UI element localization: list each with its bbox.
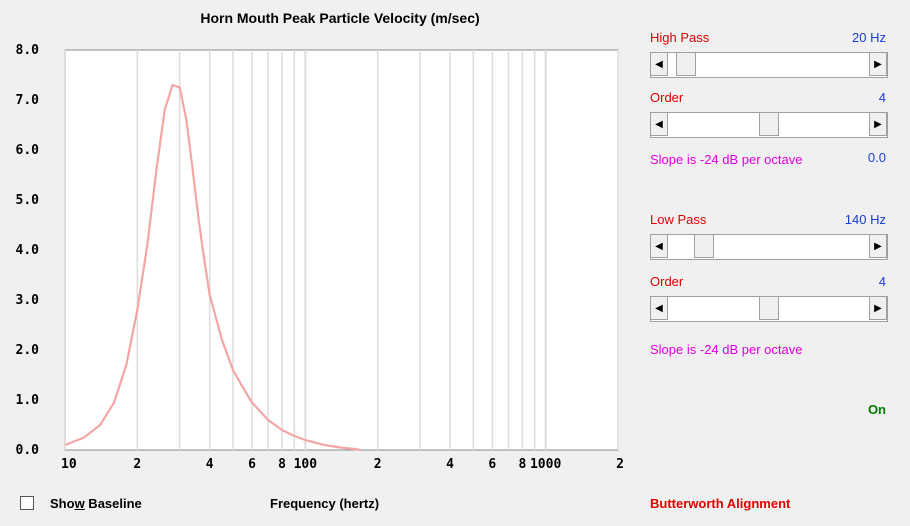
lp-slope-text: Slope is -24 dB per octave [650, 342, 803, 357]
arrow-left-icon[interactable]: ◀ [650, 52, 668, 76]
hp-order-label: Order [650, 90, 684, 105]
hp-order-slider[interactable]: ◀ ▶ [650, 112, 888, 138]
arrow-right-icon[interactable]: ▶ [869, 112, 887, 136]
highpass-thumb[interactable] [676, 52, 697, 76]
chart-title: Horn Mouth Peak Particle Velocity (m/sec… [200, 10, 480, 26]
y-tick-label: 3.0 [16, 293, 40, 308]
lp-order-thumb[interactable] [759, 296, 779, 320]
x-tick-label: 6 [248, 457, 256, 472]
velocity-chart: 0.0 1.0 2.0 3.0 4.0 5.0 6.0 7.0 8.0 10 2 4 6 8 100 2 4 6 8… [16, 43, 624, 472]
x-tick-label: 4 [206, 457, 214, 472]
x-tick-label: 2 [133, 457, 141, 472]
x-tick-label: 10 [61, 457, 77, 472]
arrow-right-icon[interactable]: ▶ [869, 52, 887, 76]
lowpass-slider[interactable]: ◀ ▶ [650, 234, 888, 260]
highpass-label: High Pass [650, 30, 710, 45]
x-tick-label: 100 [294, 457, 318, 472]
lowpass-value: 140 Hz [844, 212, 886, 227]
hp-order-value: 4 [878, 90, 886, 105]
x-tick-label: 6 [488, 457, 496, 472]
show-baseline-label[interactable]: Show Baseline [50, 496, 142, 511]
y-tick-label: 2.0 [16, 343, 40, 358]
x-tick-label: 1000 [530, 457, 561, 472]
velocity-curve [64, 83, 361, 452]
y-tick-label: 7.0 [16, 93, 40, 108]
y-tick-label: 4.0 [16, 243, 40, 258]
lp-order-label: Order [650, 274, 684, 289]
plot-area [64, 49, 619, 451]
arrow-right-icon[interactable]: ▶ [869, 296, 887, 320]
highpass-value: 20 Hz [852, 30, 886, 45]
hp-slope-value: 0.0 [867, 150, 886, 165]
alignment-label: Butterworth Alignment [650, 496, 791, 511]
arrow-right-icon[interactable]: ▶ [869, 234, 887, 258]
x-tick-label: 4 [446, 457, 454, 472]
status-on: On [867, 402, 886, 417]
y-tick-label: 0.0 [16, 443, 40, 458]
x-tick-label: 2 [374, 457, 382, 472]
y-tick-label: 8.0 [16, 43, 40, 58]
arrow-left-icon[interactable]: ◀ [650, 112, 668, 136]
arrow-left-icon[interactable]: ◀ [650, 234, 668, 258]
x-tick-label: 8 [518, 457, 526, 472]
lp-order-value: 4 [878, 274, 886, 289]
lowpass-thumb[interactable] [694, 234, 715, 258]
hp-order-thumb[interactable] [759, 112, 779, 136]
y-tick-label: 5.0 [16, 193, 40, 208]
lowpass-label: Low Pass [650, 212, 707, 227]
x-tick-label: 8 [278, 457, 286, 472]
highpass-slider[interactable]: ◀ ▶ [650, 52, 888, 78]
y-tick-label: 6.0 [16, 143, 40, 158]
x-tick-label: 2 [616, 457, 624, 472]
hp-slope-text: Slope is -24 dB per octave [650, 152, 803, 167]
arrow-left-icon[interactable]: ◀ [650, 296, 668, 320]
lp-order-slider[interactable]: ◀ ▶ [650, 296, 888, 322]
x-axis-label: Frequency (hertz) [270, 496, 380, 511]
show-baseline-checkbox[interactable] [20, 496, 34, 510]
y-tick-label: 1.0 [16, 393, 40, 408]
